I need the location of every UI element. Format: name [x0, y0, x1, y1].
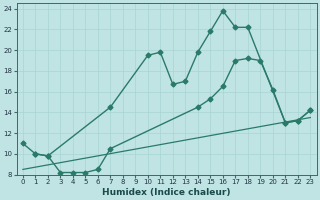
X-axis label: Humidex (Indice chaleur): Humidex (Indice chaleur)	[102, 188, 231, 197]
